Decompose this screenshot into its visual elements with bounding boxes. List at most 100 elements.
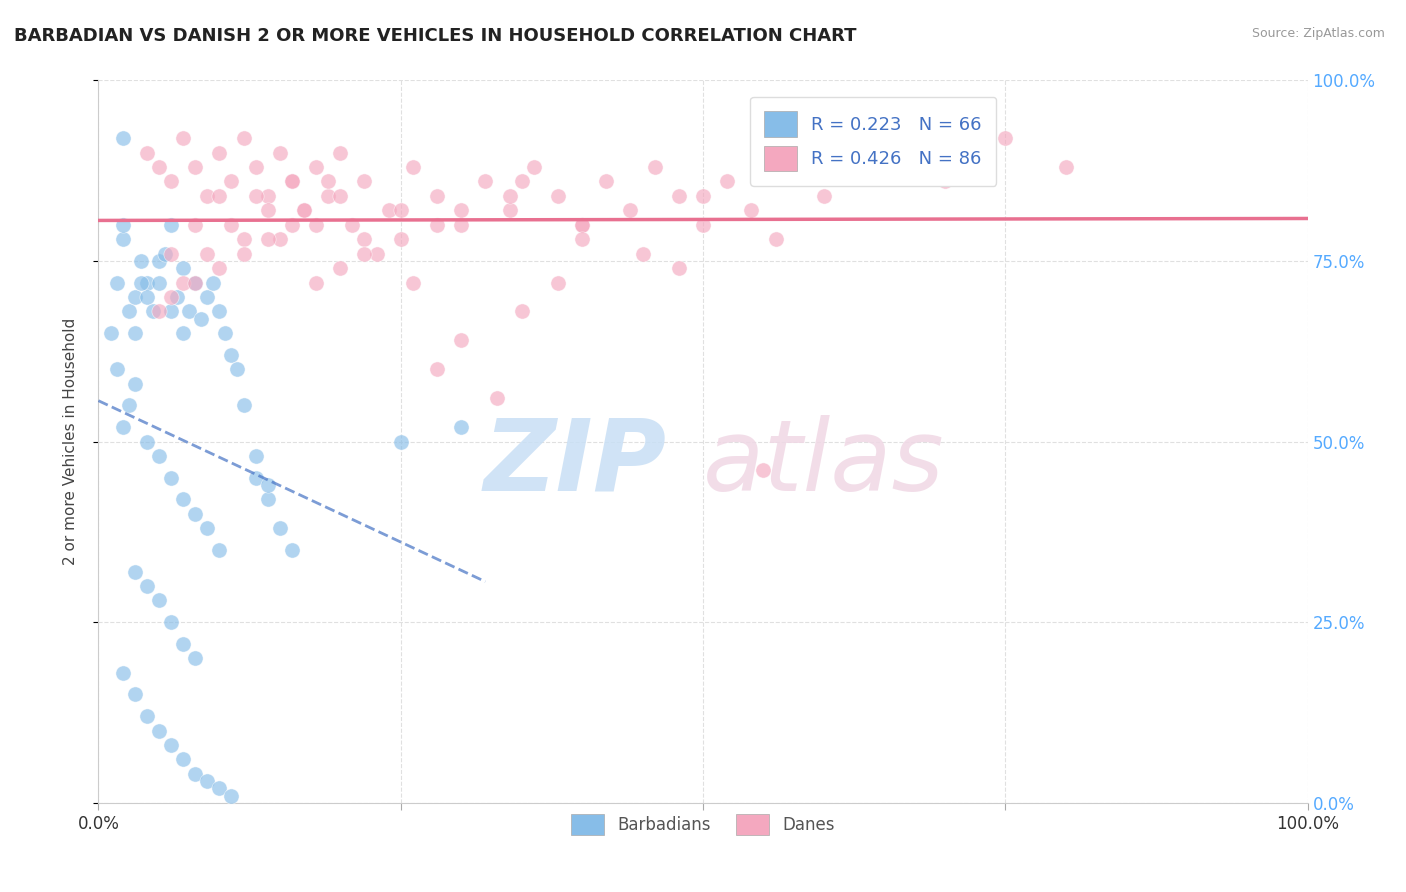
Point bbox=[172, 637, 194, 651]
Point bbox=[202, 276, 225, 290]
Point bbox=[994, 131, 1017, 145]
Point bbox=[281, 542, 304, 557]
Point bbox=[232, 131, 254, 145]
Point bbox=[256, 203, 278, 218]
Point bbox=[111, 218, 134, 232]
Point bbox=[221, 174, 243, 188]
Point bbox=[208, 304, 231, 318]
Point bbox=[292, 203, 315, 218]
Point bbox=[124, 565, 146, 579]
Point bbox=[353, 232, 375, 246]
Point bbox=[118, 304, 141, 318]
Point bbox=[402, 160, 425, 174]
Point bbox=[377, 203, 399, 218]
Point bbox=[269, 232, 291, 246]
Point bbox=[208, 145, 231, 160]
Point bbox=[105, 276, 128, 290]
Point bbox=[450, 420, 472, 434]
Point bbox=[160, 304, 183, 318]
Point bbox=[245, 449, 267, 463]
Point bbox=[486, 391, 509, 405]
Point bbox=[402, 276, 425, 290]
Point bbox=[160, 174, 183, 188]
Point bbox=[148, 723, 170, 738]
Point bbox=[668, 261, 690, 276]
Point bbox=[142, 304, 165, 318]
Point bbox=[329, 189, 352, 203]
Point bbox=[256, 232, 278, 246]
Point bbox=[281, 174, 304, 188]
Point bbox=[111, 665, 134, 680]
Point bbox=[547, 276, 569, 290]
Point bbox=[148, 449, 170, 463]
Point bbox=[129, 276, 152, 290]
Point bbox=[523, 160, 546, 174]
Text: BARBADIAN VS DANISH 2 OR MORE VEHICLES IN HOUSEHOLD CORRELATION CHART: BARBADIAN VS DANISH 2 OR MORE VEHICLES I… bbox=[14, 27, 856, 45]
Point bbox=[148, 276, 170, 290]
Point bbox=[692, 218, 714, 232]
Point bbox=[232, 398, 254, 412]
Point bbox=[305, 160, 328, 174]
Point bbox=[124, 290, 146, 304]
Point bbox=[160, 290, 183, 304]
Point bbox=[245, 189, 267, 203]
Point bbox=[105, 362, 128, 376]
Point bbox=[281, 174, 304, 188]
Point bbox=[595, 174, 617, 188]
Point bbox=[752, 463, 775, 477]
Point bbox=[245, 160, 267, 174]
Point bbox=[498, 189, 520, 203]
Point bbox=[160, 246, 183, 260]
Point bbox=[389, 434, 412, 449]
Point bbox=[256, 189, 278, 203]
Text: atlas: atlas bbox=[703, 415, 945, 512]
Point bbox=[179, 304, 201, 318]
Point bbox=[316, 174, 339, 188]
Point bbox=[195, 521, 218, 535]
Point bbox=[389, 203, 412, 218]
Point bbox=[135, 709, 157, 723]
Point bbox=[221, 218, 243, 232]
Point bbox=[172, 492, 194, 507]
Point bbox=[245, 470, 267, 484]
Point bbox=[426, 362, 449, 376]
Point bbox=[195, 290, 218, 304]
Point bbox=[184, 507, 207, 521]
Point bbox=[269, 145, 291, 160]
Point bbox=[184, 767, 207, 781]
Point bbox=[208, 542, 231, 557]
Point bbox=[571, 218, 593, 232]
Point bbox=[353, 246, 375, 260]
Point bbox=[195, 774, 218, 789]
Point bbox=[221, 348, 243, 362]
Point bbox=[129, 253, 152, 268]
Point bbox=[195, 189, 218, 203]
Point bbox=[934, 174, 956, 188]
Point bbox=[160, 615, 183, 630]
Point bbox=[716, 174, 738, 188]
Point bbox=[184, 218, 207, 232]
Point bbox=[692, 189, 714, 203]
Point bbox=[571, 232, 593, 246]
Point bbox=[148, 304, 170, 318]
Point bbox=[474, 174, 496, 188]
Point bbox=[329, 145, 352, 160]
Point bbox=[184, 160, 207, 174]
Point bbox=[644, 160, 666, 174]
Point bbox=[389, 232, 412, 246]
Point bbox=[813, 189, 835, 203]
Point bbox=[153, 246, 176, 260]
Point bbox=[172, 131, 194, 145]
Point bbox=[450, 334, 472, 348]
Point bbox=[305, 276, 328, 290]
Point bbox=[195, 246, 218, 260]
Point bbox=[135, 579, 157, 593]
Point bbox=[111, 420, 134, 434]
Point bbox=[765, 232, 787, 246]
Point bbox=[135, 145, 157, 160]
Point bbox=[269, 521, 291, 535]
Point bbox=[426, 218, 449, 232]
Point bbox=[124, 326, 146, 340]
Point bbox=[160, 470, 183, 484]
Point bbox=[148, 593, 170, 607]
